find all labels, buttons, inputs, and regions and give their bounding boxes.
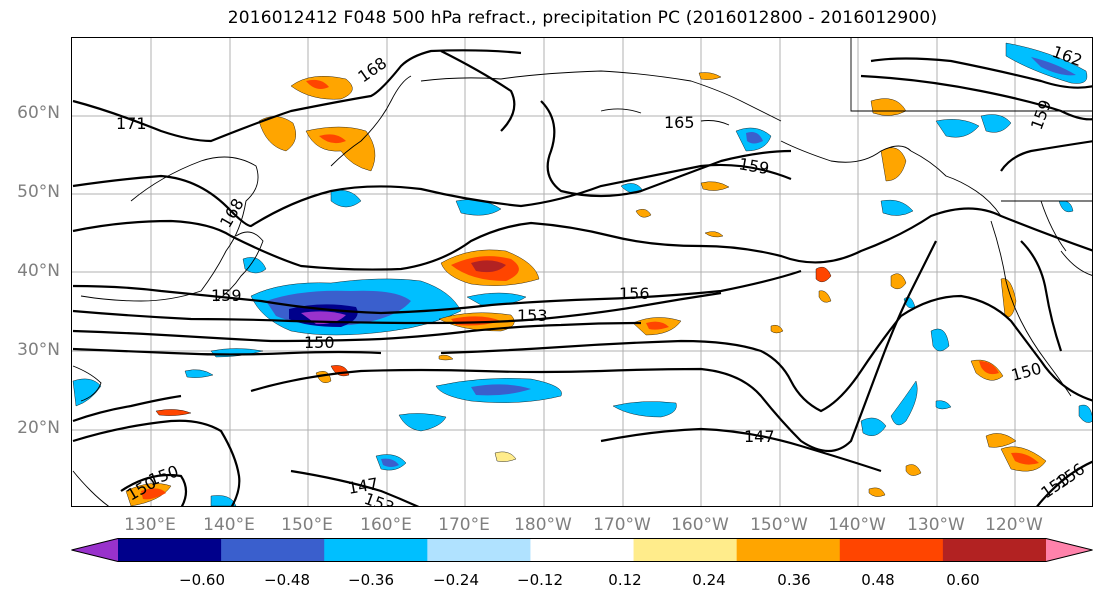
contour-label: 156 — [619, 284, 650, 303]
colorbar-tick: 0.12 — [608, 571, 642, 589]
lon-label: 140°E — [203, 515, 255, 535]
lat-label-50n: 50°N — [17, 182, 60, 202]
colorbar-segment — [942, 538, 1047, 562]
colorbar-tick: 0.36 — [777, 571, 811, 589]
colorbar-extend-max — [1046, 538, 1093, 562]
colorbar-tick: −0.12 — [517, 571, 563, 589]
lon-label: 130°W — [907, 515, 965, 535]
contour-label: 153 — [517, 306, 548, 325]
coastlines — [72, 38, 1092, 506]
lat-label-40n: 40°N — [17, 261, 60, 281]
lon-label: 120°W — [985, 515, 1043, 535]
colorbar-segment — [839, 538, 944, 562]
contour-label: 150 — [1009, 359, 1043, 385]
colorbar-tick: 0.60 — [946, 571, 980, 589]
contour-label: 159 — [737, 154, 770, 178]
contour-label: 147 — [744, 427, 775, 446]
colorbar-outline — [71, 538, 1093, 562]
lon-label: 150°E — [281, 515, 333, 535]
refractivity-contours — [72, 49, 1092, 506]
lon-label: 170°W — [593, 515, 651, 535]
lon-label: 180°W — [514, 515, 572, 535]
lon-label: 150°W — [750, 515, 808, 535]
colorbar-tick: −0.48 — [264, 571, 310, 589]
colorbar-segment — [118, 538, 222, 562]
colorbar-segment — [324, 538, 428, 562]
contour-label: 168 — [354, 53, 390, 86]
colorbar — [71, 538, 1093, 562]
colorbar-segment — [530, 538, 635, 562]
contour-label: 165 — [664, 113, 695, 132]
lat-label-20n: 20°N — [17, 418, 60, 438]
map-panel: 171 168 168 165 162 159 159 159 156 153 … — [71, 37, 1093, 507]
colorbar-tick: −0.60 — [179, 571, 225, 589]
lat-label-60n: 60°N — [17, 103, 60, 123]
map-title: 2016012412 F048 500 hPa refract., precip… — [227, 8, 938, 28]
colorbar-segment — [633, 538, 738, 562]
contour-label: 150 — [304, 333, 335, 352]
precip-shading — [72, 42, 1092, 506]
lon-label: 140°W — [828, 515, 886, 535]
map-plot: 171 168 168 165 162 159 159 159 156 153 … — [72, 38, 1092, 506]
lon-label: 160°E — [360, 515, 412, 535]
colorbar-tick: 0.24 — [692, 571, 726, 589]
lon-label: 130°E — [124, 515, 176, 535]
lat-label-30n: 30°N — [17, 340, 60, 360]
colorbar-tick: −0.24 — [433, 571, 479, 589]
colorbar-segment — [221, 538, 325, 562]
colorbar-tick: 0.48 — [861, 571, 895, 589]
colorbar-segment — [427, 538, 531, 562]
colorbar-segment — [736, 538, 841, 562]
colorbar-extend-min — [71, 538, 118, 562]
colorbar-tick: −0.36 — [348, 571, 394, 589]
contour-label: 159 — [211, 286, 242, 305]
contour-label: 171 — [116, 114, 147, 133]
contour-label-group: 171 168 168 165 162 159 159 159 156 153 … — [116, 42, 1088, 506]
lon-label: 170°E — [438, 515, 490, 535]
lon-label: 160°W — [671, 515, 729, 535]
